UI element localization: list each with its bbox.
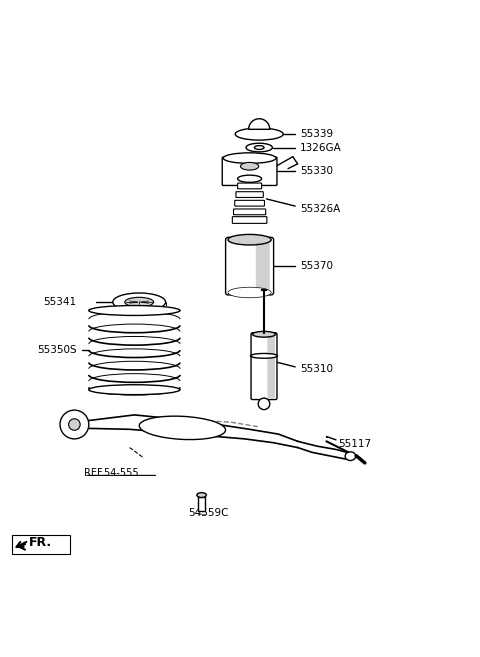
Bar (198, 497, 205, 511)
Ellipse shape (89, 306, 180, 315)
Ellipse shape (139, 416, 226, 440)
Circle shape (69, 419, 80, 430)
FancyBboxPatch shape (235, 200, 264, 206)
Ellipse shape (223, 153, 276, 164)
FancyBboxPatch shape (236, 192, 263, 198)
Ellipse shape (240, 162, 259, 170)
Text: 55117: 55117 (338, 439, 372, 449)
Text: 55341: 55341 (44, 297, 77, 307)
Circle shape (60, 410, 89, 439)
FancyBboxPatch shape (267, 334, 275, 398)
Ellipse shape (197, 493, 206, 497)
Bar (12, 535, 70, 554)
Ellipse shape (228, 287, 271, 298)
FancyBboxPatch shape (233, 209, 266, 215)
FancyBboxPatch shape (232, 217, 267, 223)
FancyBboxPatch shape (226, 237, 274, 295)
Ellipse shape (251, 353, 277, 358)
Text: 55370: 55370 (300, 261, 333, 271)
Text: 55339: 55339 (300, 129, 333, 139)
Ellipse shape (238, 175, 262, 183)
Ellipse shape (252, 331, 276, 337)
Ellipse shape (254, 146, 264, 149)
Text: 1326GA: 1326GA (300, 143, 342, 152)
Circle shape (258, 398, 270, 409)
FancyBboxPatch shape (222, 157, 277, 185)
Ellipse shape (235, 128, 283, 140)
Text: 55310: 55310 (300, 364, 333, 374)
Text: FR.: FR. (29, 535, 52, 549)
FancyBboxPatch shape (238, 183, 262, 189)
Ellipse shape (125, 298, 154, 307)
Ellipse shape (89, 385, 180, 395)
Ellipse shape (345, 452, 356, 461)
Text: 55330: 55330 (300, 166, 333, 176)
FancyBboxPatch shape (256, 238, 270, 292)
Text: 54559C: 54559C (189, 509, 229, 518)
Wedge shape (249, 119, 270, 129)
Text: 55350S: 55350S (37, 345, 77, 355)
Ellipse shape (113, 293, 166, 311)
Ellipse shape (246, 143, 273, 152)
Text: REF.54-555: REF.54-555 (84, 468, 139, 478)
Text: 55326A: 55326A (300, 204, 340, 214)
FancyBboxPatch shape (251, 333, 277, 399)
Ellipse shape (228, 235, 271, 245)
